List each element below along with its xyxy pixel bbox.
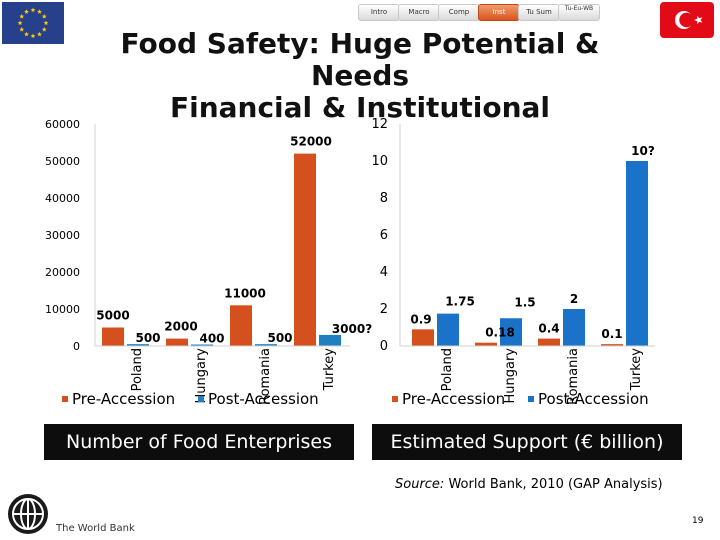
eu-star xyxy=(30,33,36,39)
eu-star xyxy=(37,9,42,14)
y-tick-label: 10000 xyxy=(45,303,80,316)
data-label-pre-accession: 5000 xyxy=(96,309,129,323)
legend-label-pre-accession: Pre-Accession xyxy=(72,390,175,408)
y-tick-label: 40000 xyxy=(45,192,80,205)
data-label-pre-accession: 0.18 xyxy=(485,326,515,340)
turkey-flag-logo xyxy=(660,2,714,38)
slide-title: Food Safety: Huge Potential & Needs Fina… xyxy=(70,28,650,124)
nav-tab-tu-sum[interactable]: Tu Sum xyxy=(518,4,560,21)
bar-pre-accession xyxy=(166,338,188,346)
left-chart-title: Number of Food Enterprises xyxy=(44,424,354,460)
title-line-1: Food Safety: Huge Potential & Needs xyxy=(120,27,600,92)
data-label-pre-accession: 0.1 xyxy=(601,327,622,341)
source-note: Source: World Bank, 2010 (GAP Analysis) xyxy=(395,477,663,492)
bar-pre-accession xyxy=(601,344,623,346)
bar-post-accession xyxy=(127,344,149,346)
bar-post-accession xyxy=(437,313,459,346)
data-label-post-accession: 400 xyxy=(199,332,224,346)
bar-post-accession xyxy=(500,318,522,346)
bar-post-accession xyxy=(626,161,648,346)
legend-swatch-post-accession xyxy=(528,396,534,402)
category-label: Romania xyxy=(566,348,581,405)
data-label-pre-accession: 11000 xyxy=(224,286,266,300)
category-label: Turkey xyxy=(322,348,337,392)
crescent-star-icon xyxy=(675,11,703,29)
eu-flag-logo xyxy=(2,2,64,44)
legend-swatch-post-accession xyxy=(198,396,204,402)
bar-pre-accession xyxy=(102,327,124,346)
y-tick-label: 6 xyxy=(380,228,388,243)
y-tick-label: 50000 xyxy=(45,155,80,168)
legend-label-post-accession: Post-Accession xyxy=(538,390,649,408)
eu-star xyxy=(24,31,29,37)
legend-label-pre-accession: Pre-Accession xyxy=(402,390,505,408)
eu-star xyxy=(30,7,36,13)
eu-star xyxy=(19,13,25,19)
eu-star xyxy=(41,26,47,32)
world-bank-text: The World Bank xyxy=(56,523,135,534)
eu-star xyxy=(17,20,23,26)
y-tick-label: 30000 xyxy=(45,229,80,242)
bar-post-accession xyxy=(319,334,341,346)
bar-pre-accession xyxy=(412,329,434,346)
source-label: Source: xyxy=(395,477,445,492)
data-label-pre-accession: 2000 xyxy=(164,320,197,334)
data-label-post-accession: 1.75 xyxy=(445,295,475,309)
legend-swatch-pre-accession xyxy=(392,396,398,402)
bar-post-accession xyxy=(255,344,277,346)
y-tick-label: 10 xyxy=(371,154,388,169)
category-label: Poland xyxy=(440,348,455,391)
data-label-post-accession: 1.5 xyxy=(514,295,535,309)
eu-star xyxy=(19,26,25,32)
category-label: Hungary xyxy=(503,348,518,404)
bar-pre-accession xyxy=(538,338,560,346)
eu-stars-icon xyxy=(17,7,49,39)
category-label: Romania xyxy=(258,348,273,405)
bar-pre-accession xyxy=(294,153,316,346)
data-label-post-accession: 500 xyxy=(267,331,292,345)
nav-tab-comp[interactable]: Comp xyxy=(438,4,480,21)
source-text: World Bank, 2010 (GAP Analysis) xyxy=(444,477,663,492)
bar-post-accession xyxy=(191,344,213,346)
y-tick-label: 8 xyxy=(380,191,388,206)
bar-pre-accession xyxy=(230,305,252,346)
data-label-pre-accession: 0.9 xyxy=(410,312,431,326)
legend-swatch-pre-accession xyxy=(62,396,68,402)
eu-star xyxy=(43,20,49,26)
bar-pre-accession xyxy=(475,342,497,346)
nav-tab-intro[interactable]: Intro xyxy=(358,4,400,21)
eu-star xyxy=(37,31,42,37)
nav-tab-inst[interactable]: Inst xyxy=(478,4,520,21)
title-line-2: Financial & Institutional xyxy=(169,91,551,124)
y-tick-label: 20000 xyxy=(45,266,80,279)
data-label-post-accession: 10? xyxy=(631,144,655,158)
legend-label-post-accession: Post-Accession xyxy=(208,390,319,408)
y-tick-label: 0 xyxy=(73,340,80,353)
category-label: Hungary xyxy=(194,348,209,404)
data-label-post-accession: 2 xyxy=(570,292,578,306)
data-label-post-accession: 3000? xyxy=(332,322,372,336)
right-chart-title: Estimated Support (€ billion) xyxy=(372,424,682,460)
nav-tab-tu-eu-wb[interactable]: Tu-Eu-WB xyxy=(558,4,600,21)
y-tick-label: 4 xyxy=(380,265,388,280)
bar-post-accession xyxy=(563,309,585,346)
category-label: Turkey xyxy=(629,348,644,392)
eu-star xyxy=(41,13,47,19)
y-tick-label: 2 xyxy=(380,302,388,317)
world-bank-logo xyxy=(8,494,48,534)
page-number: 19 xyxy=(692,516,704,526)
category-label: Poland xyxy=(130,348,145,391)
globe-icon xyxy=(12,498,44,530)
data-label-post-accession: 500 xyxy=(135,331,160,345)
y-tick-label: 0 xyxy=(380,339,388,354)
data-label-pre-accession: 52000 xyxy=(290,135,332,149)
y-tick-label: 12 xyxy=(371,117,388,132)
data-label-pre-accession: 0.4 xyxy=(538,322,559,336)
eu-star xyxy=(24,9,29,14)
y-tick-label: 60000 xyxy=(45,118,80,131)
